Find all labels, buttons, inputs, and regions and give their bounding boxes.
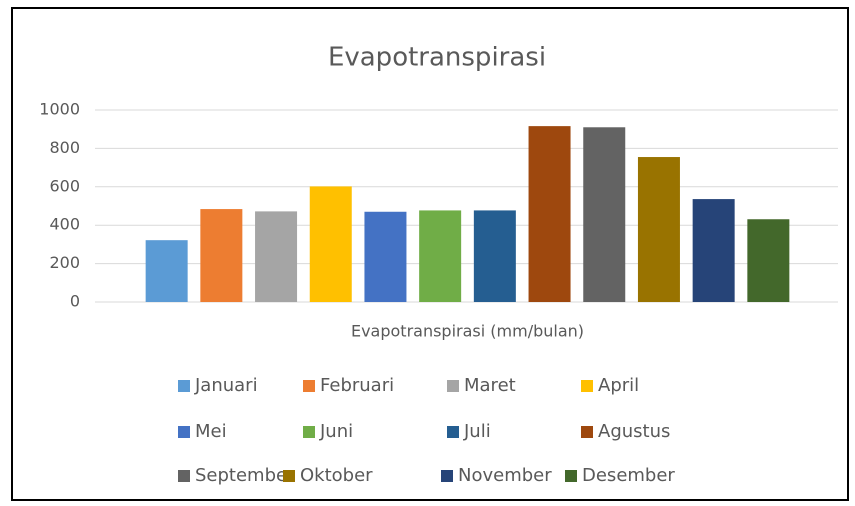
- legend-swatch: [178, 426, 190, 438]
- legend-label: Mei: [195, 421, 227, 442]
- legend-label: November: [458, 465, 552, 486]
- y-tick-label: 0: [70, 292, 80, 311]
- y-tick-label: 400: [49, 215, 80, 234]
- bar: [200, 209, 243, 302]
- legend-label: Maret: [464, 375, 516, 396]
- bar: [747, 219, 790, 302]
- bar: [583, 127, 626, 302]
- legend-swatch: [178, 380, 190, 392]
- legend-swatch: [581, 380, 593, 392]
- bar: [692, 199, 735, 302]
- bar: [419, 210, 462, 302]
- legend-label: Desember: [582, 465, 675, 486]
- y-tick-label: 200: [49, 253, 80, 272]
- bar: [309, 186, 352, 302]
- legend-label: Juni: [319, 421, 353, 442]
- bar: [528, 126, 571, 303]
- legend-label: Agustus: [598, 421, 670, 442]
- y-tick-label: 800: [49, 138, 80, 157]
- legend-swatch: [447, 380, 459, 392]
- legend-label: September: [195, 465, 295, 486]
- bar: [364, 211, 407, 302]
- legend-swatch: [441, 470, 453, 482]
- x-tick-label: Evapotranspirasi (mm/bulan): [351, 322, 584, 341]
- y-tick-label: 1000: [39, 100, 80, 119]
- legend-swatch: [447, 426, 459, 438]
- bar: [145, 240, 188, 302]
- bar: [637, 157, 680, 302]
- legend-swatch: [303, 380, 315, 392]
- chart-title: Evapotranspirasi: [328, 43, 546, 73]
- legend-swatch: [283, 470, 295, 482]
- bar: [255, 211, 298, 302]
- legend-label: April: [598, 375, 639, 396]
- y-tick-label: 600: [49, 176, 80, 195]
- legend-label: Januari: [194, 375, 258, 396]
- legend-swatch: [303, 426, 315, 438]
- legend-label: Juli: [463, 421, 491, 442]
- legend-swatch: [178, 470, 190, 482]
- legend-swatch: [581, 426, 593, 438]
- legend-label: Oktober: [300, 465, 373, 486]
- legend-swatch: [565, 470, 577, 482]
- legend-label: Februari: [320, 375, 394, 396]
- bar: [473, 210, 516, 302]
